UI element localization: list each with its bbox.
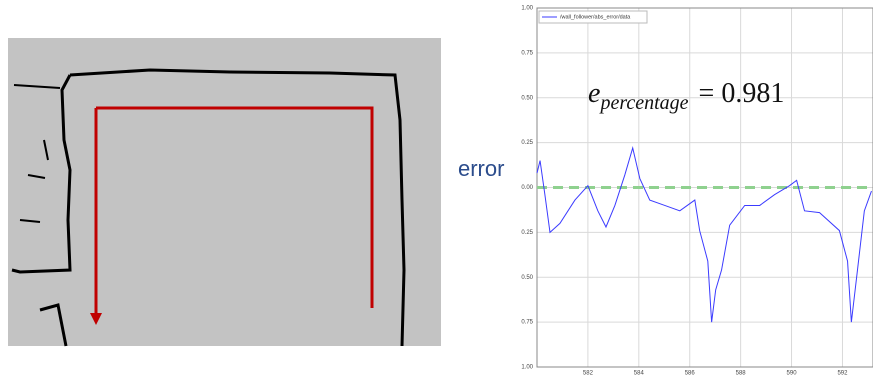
y-tick-label: 0.75 (521, 320, 533, 326)
map (8, 38, 441, 346)
y-tick-label: 0.50 (521, 275, 533, 281)
equation: epercentage = 0.981 (588, 78, 784, 113)
screen: 1.00 0.75 0.50 0.25 0.00 0.25 0.50 0.75 1.00 582 5… (0, 0, 873, 378)
x-tick-label: 590 (787, 371, 798, 377)
side-label: error (458, 156, 504, 181)
y-tick-label: 0.25 (521, 140, 533, 146)
legend-label: /wall_follower/abs_error/data (560, 14, 631, 20)
x-tick-label: 582 (583, 371, 594, 377)
y-tick-label: 1.00 (521, 365, 533, 371)
data-line (537, 148, 871, 322)
y-tick-label: 0.00 (521, 185, 533, 191)
x-tick-label: 588 (736, 371, 747, 377)
x-tick-label: 584 (634, 371, 645, 377)
eq-subscript: percentage (598, 92, 688, 114)
y-tick-label: 0.75 (521, 50, 533, 56)
x-tick-label: 586 (685, 371, 696, 377)
x-tick-label: 592 (837, 371, 848, 377)
eq-rest: = 0.981 (699, 78, 785, 109)
y-tick-label: 1.00 (521, 6, 533, 12)
line-chart: 1.00 0.75 0.50 0.25 0.00 0.25 0.50 0.75 1.00 582 5… (521, 6, 873, 377)
eq-symbol: e (588, 78, 600, 109)
y-tick-label: 0.50 (521, 95, 533, 101)
y-tick-label: 0.25 (521, 230, 533, 236)
